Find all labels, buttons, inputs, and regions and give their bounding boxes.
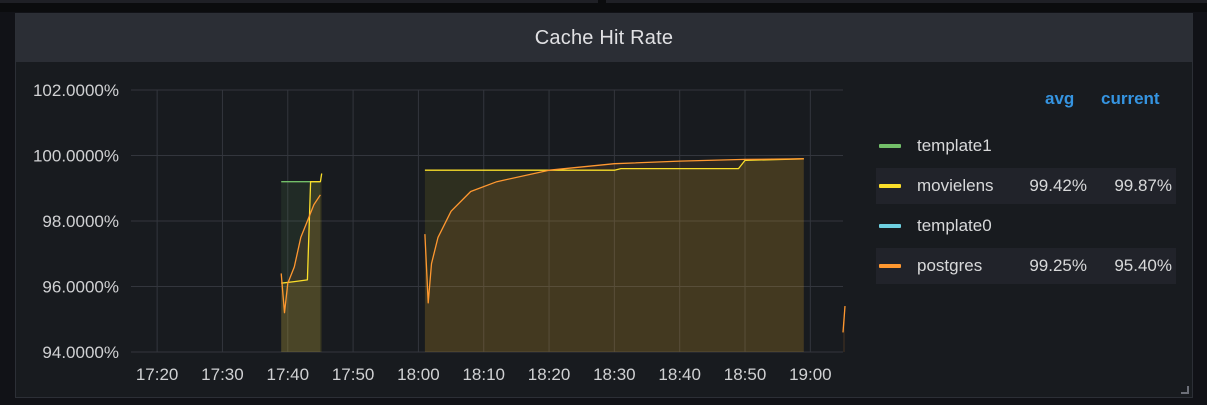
legend-series-name: template1 xyxy=(917,136,992,155)
legend-current-value: 95.40% xyxy=(1114,256,1172,275)
legend-swatch xyxy=(879,264,901,268)
x-tick-label: 18:50 xyxy=(724,365,767,384)
x-tick-label: 18:40 xyxy=(658,365,701,384)
resize-handle-icon[interactable] xyxy=(1181,386,1189,394)
series-area-template1 xyxy=(281,181,321,352)
y-tick-label: 94.0000% xyxy=(42,343,119,362)
y-tick-label: 102.0000% xyxy=(33,81,119,100)
legend-current-value: 99.87% xyxy=(1114,176,1172,195)
series-line-postgres xyxy=(424,158,804,304)
series-area-movielens xyxy=(424,158,804,352)
adjacent-panel-edge xyxy=(606,0,1207,3)
legend-item-movielens[interactable]: movielens 99.42% 99.87% xyxy=(876,168,1176,204)
panel-title: Cache Hit Rate xyxy=(534,26,674,49)
x-tick-label: 17:30 xyxy=(201,365,244,384)
legend-header: avg current xyxy=(876,86,1176,116)
legend-avg-value: 99.25% xyxy=(1029,256,1087,275)
legend-swatch xyxy=(879,184,901,188)
y-tick-label: 98.0000% xyxy=(42,212,119,231)
x-tick-label: 17:50 xyxy=(332,365,375,384)
x-tick-label: 17:40 xyxy=(266,365,309,384)
legend-series-name: template0 xyxy=(917,216,992,235)
x-tick-label: 18:10 xyxy=(462,365,505,384)
x-tick-label: 18:20 xyxy=(528,365,571,384)
legend-header-avg[interactable]: avg xyxy=(1045,89,1075,108)
adjacent-panel-edge xyxy=(0,0,598,3)
legend-series-name: postgres xyxy=(917,256,983,275)
cache-hit-rate-chart: 17:20 17:30 17:40 17:50 18:00 18:10 18:20 18:30… xyxy=(33,81,846,384)
y-tick-label: 100.0000% xyxy=(33,147,119,166)
x-tick-label: 19:00 xyxy=(789,365,832,384)
legend-swatch xyxy=(879,144,901,148)
series-area-postgres xyxy=(424,158,804,352)
series-area-postgres xyxy=(281,194,321,352)
x-tick-label: 18:00 xyxy=(397,365,440,384)
panel-header[interactable]: Cache Hit Rate xyxy=(16,14,1192,62)
series-line-postgres xyxy=(842,306,846,333)
legend-item-postgres[interactable]: postgres 99.25% 95.40% xyxy=(876,248,1176,284)
x-tick-label: 18:30 xyxy=(593,365,636,384)
legend-swatch xyxy=(879,224,901,228)
legend-avg-value: 99.42% xyxy=(1029,176,1087,195)
cache-hit-rate-panel: Cache Hit Rate 17:20 17:30 17:40 17:50 18:00… xyxy=(15,13,1193,398)
legend-item-template1[interactable]: template1 xyxy=(876,128,1176,164)
y-tick-label: 96.0000% xyxy=(42,278,119,297)
legend-series-name: movielens xyxy=(917,176,994,195)
series-area-movielens xyxy=(281,173,322,352)
series-line-movielens xyxy=(281,173,323,284)
x-tick-label: 17:20 xyxy=(136,365,179,384)
series-line-postgres xyxy=(280,194,321,314)
legend-item-template0[interactable]: template0 xyxy=(876,208,1176,244)
dashboard-top-strip xyxy=(0,0,1207,12)
legend-header-current[interactable]: current xyxy=(1101,89,1160,108)
